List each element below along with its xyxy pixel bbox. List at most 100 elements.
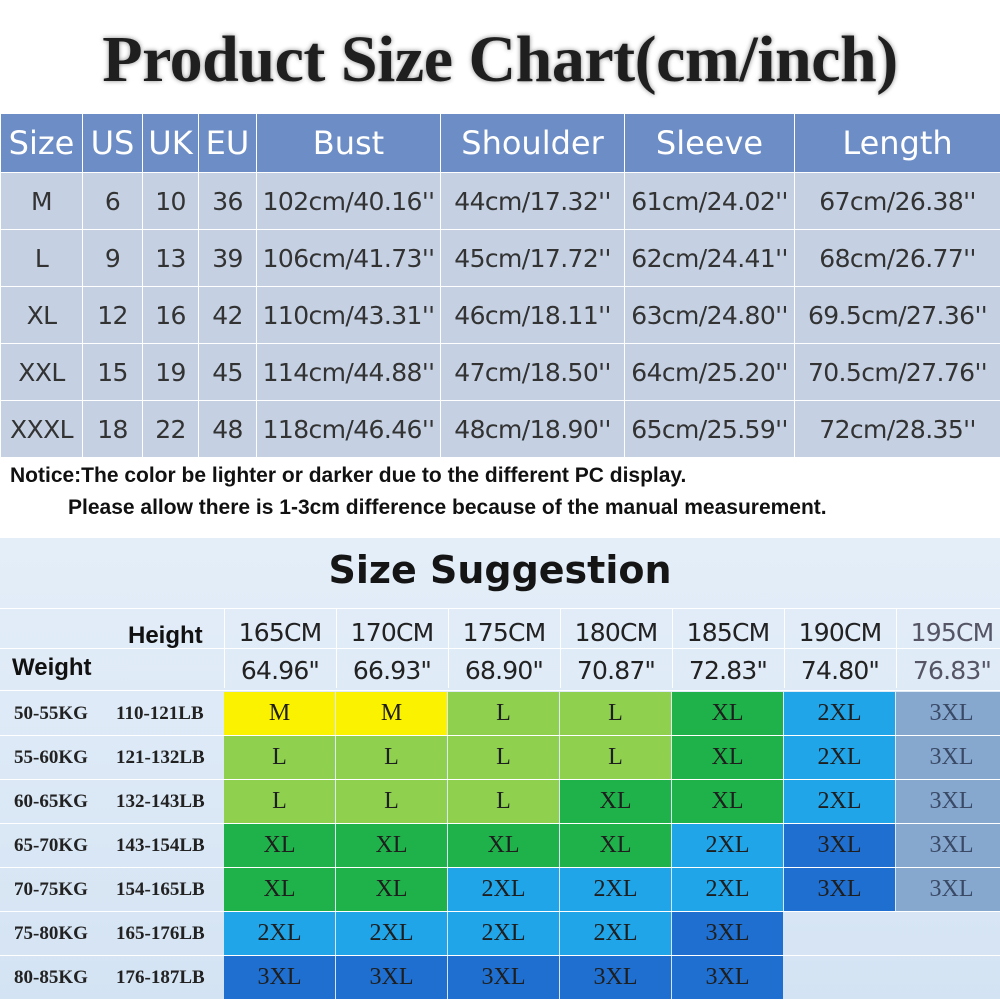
page-title: Product Size Chart(cm/inch) [102,23,898,96]
suggestion-cell: 2XL [448,868,559,911]
size-chart-table: Size US UK EU Bust Shoulder Sleeve Lengt… [0,113,1000,458]
weight-label: Weight [12,654,92,681]
cell-eu: 42 [198,286,257,344]
cell-size: XXL [0,343,83,401]
height-cm-label: 170CM [350,618,435,647]
height-inch-label: 64.96" [240,656,320,685]
cell-sleeve: 62cm/24.41'' [624,229,795,287]
cell-sleeve: 63cm/24.80'' [624,286,795,344]
cell-sleeve: 65cm/25.59'' [624,400,795,458]
height-cm-label: 190CM [798,618,883,647]
suggestion-cell: 3XL [336,956,447,999]
suggestion-cell: XL [336,868,447,911]
grid-line [0,779,1000,780]
cell-eu: 45 [198,343,257,401]
size-suggestion-title: Size Suggestion [328,548,672,592]
suggestion-cell: XL [672,736,783,779]
table-row: M 6 10 36 102cm/40.16'' 44cm/17.32'' 61cm/24.0… [0,172,1000,230]
height-cm-label: 165CM [238,618,323,647]
suggestion-cell: 3XL [224,956,335,999]
grid-line [0,955,1000,956]
height-cm-label: 195CM [910,618,995,647]
notice: Notice:The color be lighter or darker du… [0,458,1000,538]
suggestion-cell: 2XL [784,780,895,823]
weight-lb-label: 132-143LB [116,791,205,812]
suggestion-cell: 3XL [672,912,783,955]
suggestion-cell: 2XL [784,736,895,779]
cell-bust: 110cm/43.31'' [256,286,441,344]
cell-shoulder: 45cm/17.72'' [440,229,625,287]
cell-us: 18 [82,400,143,458]
cell-us: 6 [82,172,143,230]
suggestion-cell: 3XL [896,692,1000,735]
weight-kg-label: 65-70KG [14,835,88,856]
suggestion-cell: L [336,736,447,779]
suggestion-cell: 3XL [672,956,783,999]
suggestion-cell: 3XL [784,824,895,867]
suggestion-cell: 2XL [336,912,447,955]
suggestion-cell: L [448,692,559,735]
header-us: US [82,113,143,173]
grid-line [0,867,1000,868]
grid-line [448,608,449,688]
cell-uk: 13 [142,229,199,287]
size-suggestion-panel: Size Suggestion Height Weight 165CM 64.96… [0,538,1000,1000]
grid-line [672,608,673,688]
cell-uk: 19 [142,343,199,401]
grid-line [560,608,561,688]
cell-us: 15 [82,343,143,401]
cell-length: 72cm/28.35'' [794,400,1000,458]
suggestion-cell: XL [672,692,783,735]
cell-eu: 39 [198,229,257,287]
suggestion-cell: 2XL [672,824,783,867]
height-inch-label: 68.90" [464,656,544,685]
cell-bust: 118cm/46.46'' [256,400,441,458]
weight-lb-label: 143-154LB [116,835,205,856]
header-uk: UK [142,113,199,173]
cell-sleeve: 64cm/25.20'' [624,343,795,401]
height-inch-label: 76.83" [912,656,992,685]
cell-length: 68cm/26.77'' [794,229,1000,287]
weight-lb-label: 165-176LB [116,923,205,944]
table-row: XL 12 16 42 110cm/43.31'' 46cm/18.11'' 63cm/24… [0,286,1000,344]
suggestion-cell: XL [560,780,671,823]
suggestion-cell: 2XL [560,912,671,955]
cell-shoulder: 47cm/18.50'' [440,343,625,401]
suggestion-cell: 3XL [896,736,1000,779]
cell-size: XL [0,286,83,344]
grid-line [0,735,1000,736]
weight-kg-label: 80-85KG [14,967,88,988]
header-size: Size [0,113,83,173]
cell-bust: 114cm/44.88'' [256,343,441,401]
cell-uk: 16 [142,286,199,344]
grid-line [224,608,225,688]
suggestion-cell: 2XL [560,868,671,911]
header-shoulder: Shoulder [440,113,625,173]
suggestion-cell: XL [560,824,671,867]
suggestion-cell: M [336,692,447,735]
weight-kg-label: 55-60KG [14,747,88,768]
suggestion-cell: L [224,736,335,779]
grid-line [0,823,1000,824]
suggestion-cell: XL [336,824,447,867]
grid-line [896,608,897,688]
cell-bust: 102cm/40.16'' [256,172,441,230]
grid-line [784,608,785,688]
suggestion-cell: L [560,692,671,735]
size-chart-header-row: Size US UK EU Bust Shoulder Sleeve Lengt… [0,113,1000,173]
height-cm-label: 180CM [574,618,659,647]
weight-lb-label: 176-187LB [116,967,205,988]
suggestion-cell: XL [448,824,559,867]
suggestion-cell: 3XL [560,956,671,999]
suggestion-cell: 2XL [784,692,895,735]
height-inch-label: 70.87" [576,656,656,685]
cell-uk: 22 [142,400,199,458]
suggestion-cell: XL [224,824,335,867]
height-inch-label: 66.93" [352,656,432,685]
height-inch-label: 72.83" [688,656,768,685]
header-bust: Bust [256,113,441,173]
suggestion-cell: M [224,692,335,735]
cell-length: 70.5cm/27.76'' [794,343,1000,401]
cell-size: M [0,172,83,230]
weight-lb-label: 110-121LB [116,703,204,724]
